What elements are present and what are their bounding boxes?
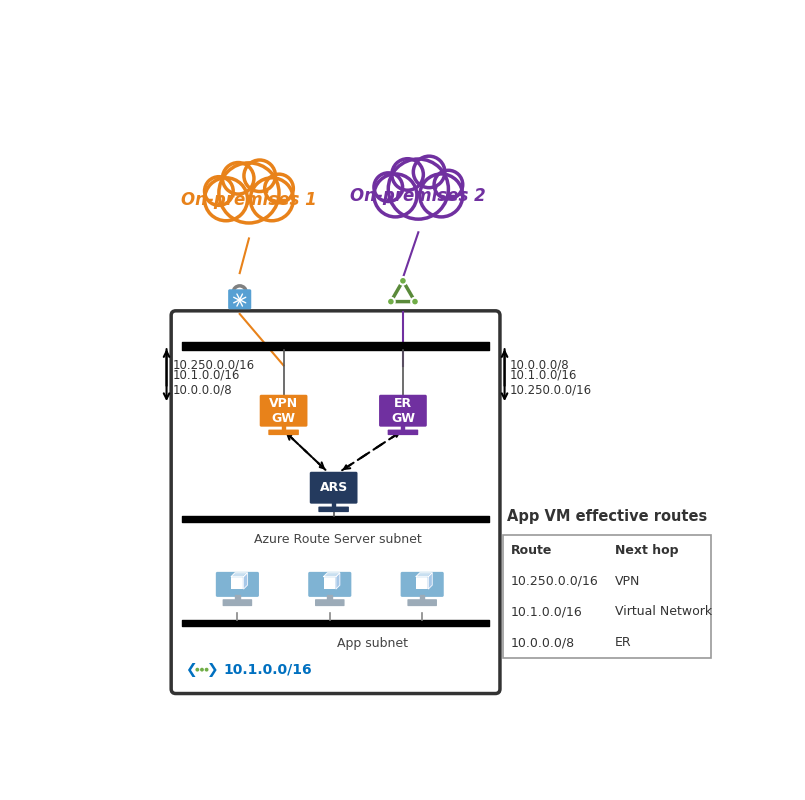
FancyBboxPatch shape xyxy=(260,394,308,426)
Text: On-premises 2: On-premises 2 xyxy=(350,187,486,205)
Text: ER
GW: ER GW xyxy=(391,397,415,425)
Circle shape xyxy=(388,159,448,219)
Polygon shape xyxy=(416,573,432,577)
Polygon shape xyxy=(336,573,340,589)
Circle shape xyxy=(196,668,200,671)
Circle shape xyxy=(413,156,445,188)
Text: ARS: ARS xyxy=(320,482,348,494)
Text: ❮: ❮ xyxy=(185,662,197,677)
Text: Azure Route Server subnet: Azure Route Server subnet xyxy=(254,533,421,546)
Text: On-premises 1: On-premises 1 xyxy=(181,191,317,209)
Text: 10.1.0.0/16
10.0.0.0/8: 10.1.0.0/16 10.0.0.0/8 xyxy=(173,369,240,397)
Circle shape xyxy=(434,170,463,199)
FancyBboxPatch shape xyxy=(308,572,351,597)
Text: 10.250.0.0/16: 10.250.0.0/16 xyxy=(173,359,255,372)
Circle shape xyxy=(204,668,208,671)
Circle shape xyxy=(244,160,275,191)
Text: Next hop: Next hop xyxy=(615,544,678,557)
Text: App VM effective routes: App VM effective routes xyxy=(507,509,707,524)
Circle shape xyxy=(204,178,247,221)
Text: 10.1.0.0/16: 10.1.0.0/16 xyxy=(224,662,312,677)
FancyBboxPatch shape xyxy=(401,572,444,597)
Circle shape xyxy=(374,174,417,217)
FancyBboxPatch shape xyxy=(407,599,437,606)
FancyBboxPatch shape xyxy=(231,577,244,589)
FancyBboxPatch shape xyxy=(223,599,252,606)
Circle shape xyxy=(250,178,293,221)
FancyBboxPatch shape xyxy=(388,430,419,435)
Circle shape xyxy=(374,173,402,202)
Text: VPN
GW: VPN GW xyxy=(269,397,298,425)
Circle shape xyxy=(200,668,204,671)
FancyBboxPatch shape xyxy=(315,599,345,606)
FancyBboxPatch shape xyxy=(228,290,251,310)
Text: 10.0.0.0/8: 10.0.0.0/8 xyxy=(510,636,575,650)
Polygon shape xyxy=(244,573,247,589)
Text: App subnet: App subnet xyxy=(336,637,407,650)
FancyBboxPatch shape xyxy=(216,572,259,597)
FancyBboxPatch shape xyxy=(171,311,500,694)
Circle shape xyxy=(222,162,254,194)
Text: VPN: VPN xyxy=(615,574,640,587)
FancyBboxPatch shape xyxy=(503,535,711,658)
Text: 10.1.0.0/16: 10.1.0.0/16 xyxy=(510,606,583,618)
FancyBboxPatch shape xyxy=(416,577,428,589)
FancyBboxPatch shape xyxy=(324,577,336,589)
Polygon shape xyxy=(231,573,247,577)
Polygon shape xyxy=(324,573,340,577)
Text: 10.250.0.0/16: 10.250.0.0/16 xyxy=(510,574,598,587)
Circle shape xyxy=(204,177,233,206)
FancyBboxPatch shape xyxy=(318,506,349,512)
Text: Virtual Network: Virtual Network xyxy=(615,606,712,618)
Text: 10.0.0.0/8: 10.0.0.0/8 xyxy=(510,359,569,372)
FancyBboxPatch shape xyxy=(379,394,427,426)
FancyBboxPatch shape xyxy=(310,472,357,504)
Polygon shape xyxy=(428,573,432,589)
Circle shape xyxy=(399,277,407,285)
Circle shape xyxy=(392,158,423,190)
Circle shape xyxy=(419,174,463,217)
Circle shape xyxy=(387,298,394,306)
Text: 10.1.0.0/16
10.250.0.0/16: 10.1.0.0/16 10.250.0.0/16 xyxy=(510,369,592,397)
Text: ER: ER xyxy=(615,636,631,650)
Text: Route: Route xyxy=(510,544,552,557)
Circle shape xyxy=(219,163,279,223)
Text: ❯: ❯ xyxy=(207,662,219,677)
Circle shape xyxy=(265,174,293,202)
FancyBboxPatch shape xyxy=(268,430,299,435)
Circle shape xyxy=(411,298,419,306)
